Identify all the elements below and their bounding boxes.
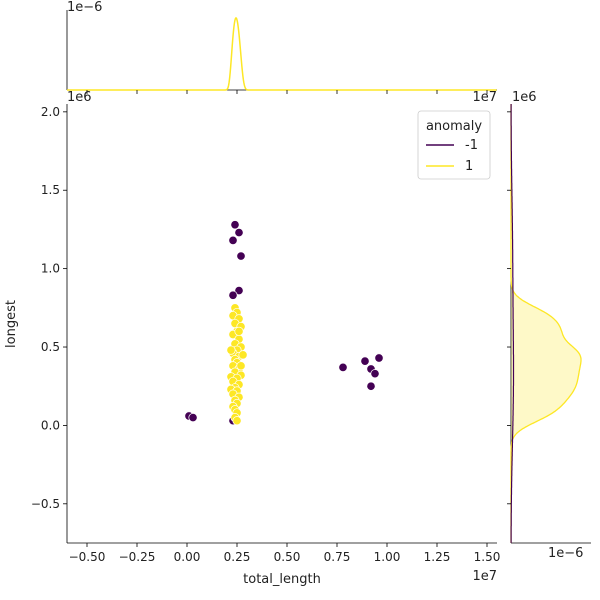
top-marginal-density-curve bbox=[67, 17, 497, 91]
x-tick-label: 1.00 bbox=[374, 550, 401, 564]
anomaly-point bbox=[374, 353, 384, 363]
top-right-offset-label: 1e7 bbox=[472, 90, 497, 105]
right-marginal-density-curve bbox=[510, 104, 582, 543]
anomaly-point bbox=[228, 290, 238, 300]
anomaly-point bbox=[370, 369, 380, 379]
top-marginal-ticks bbox=[86, 90, 488, 94]
x-tick-label: 1.50 bbox=[474, 550, 501, 564]
legend-title: anomaly bbox=[426, 119, 482, 134]
y-tick-label: 1.0 bbox=[41, 262, 60, 276]
anomaly-point bbox=[234, 286, 244, 296]
x-tick-label: −0.25 bbox=[119, 550, 156, 564]
y-tick-label: −0.5 bbox=[31, 497, 60, 511]
x-tick-label: 0.75 bbox=[324, 550, 351, 564]
y-tick-label: 1.5 bbox=[41, 183, 60, 197]
normal-point bbox=[234, 326, 244, 336]
legend-label-anomaly: -1 bbox=[465, 138, 478, 153]
main-plot: −0.50 −0.25 0.00 0.25 0.50 0.75 1.00 1.25 1.50 −… bbox=[4, 90, 500, 587]
y-tick-label: 0.0 bbox=[41, 418, 60, 432]
y-tick-label: 2.0 bbox=[41, 105, 60, 119]
y-axis-ticks: −0.5 0.0 0.5 1.0 1.5 2.0 bbox=[31, 105, 67, 511]
x-tick-label: 1.25 bbox=[424, 550, 451, 564]
anomaly-point bbox=[234, 228, 244, 238]
x-tick-label: 0.25 bbox=[224, 550, 251, 564]
top-marginal-offset-label: 1e−6 bbox=[67, 0, 102, 15]
normal-point bbox=[232, 416, 242, 426]
anomaly-point bbox=[228, 235, 238, 245]
anomaly-point bbox=[188, 413, 198, 423]
legend-label-normal: 1 bbox=[465, 159, 473, 174]
x-tick-label: 0.00 bbox=[174, 550, 201, 564]
x-tick-label: 0.50 bbox=[274, 550, 301, 564]
normal-point bbox=[238, 350, 248, 360]
anomaly-point bbox=[236, 251, 246, 261]
y-axis-label: longest bbox=[4, 300, 19, 348]
top-marginal: 1e−6 bbox=[66, 0, 497, 94]
x-offset-label: 1e7 bbox=[472, 569, 497, 584]
legend: anomaly -1 1 bbox=[417, 110, 491, 180]
anomaly-point bbox=[230, 220, 240, 230]
x-tick-label: −0.50 bbox=[69, 550, 106, 564]
x-axis-label: total_length bbox=[243, 572, 321, 587]
y-offset-label: 1e6 bbox=[67, 90, 92, 105]
x-axis-ticks: −0.50 −0.25 0.00 0.25 0.50 0.75 1.00 1.25 1.50 bbox=[69, 543, 501, 564]
scatter-points bbox=[184, 220, 384, 426]
right-marginal: 1e6 1e−6 bbox=[507, 90, 591, 561]
anomaly-point bbox=[338, 362, 348, 372]
right-marginal-ticks bbox=[507, 111, 511, 505]
normal-point bbox=[226, 345, 236, 355]
y-tick-label: 0.5 bbox=[41, 340, 60, 354]
right-marginal-bottom-offset-label: 1e−6 bbox=[548, 546, 583, 561]
right-marginal-density-fill bbox=[511, 104, 581, 543]
anomaly-point bbox=[366, 381, 376, 391]
anomaly-point bbox=[360, 356, 370, 366]
right-marginal-anomaly-curve bbox=[510, 104, 515, 543]
normal-point bbox=[236, 361, 246, 371]
right-marginal-offset-label: 1e6 bbox=[512, 90, 537, 105]
